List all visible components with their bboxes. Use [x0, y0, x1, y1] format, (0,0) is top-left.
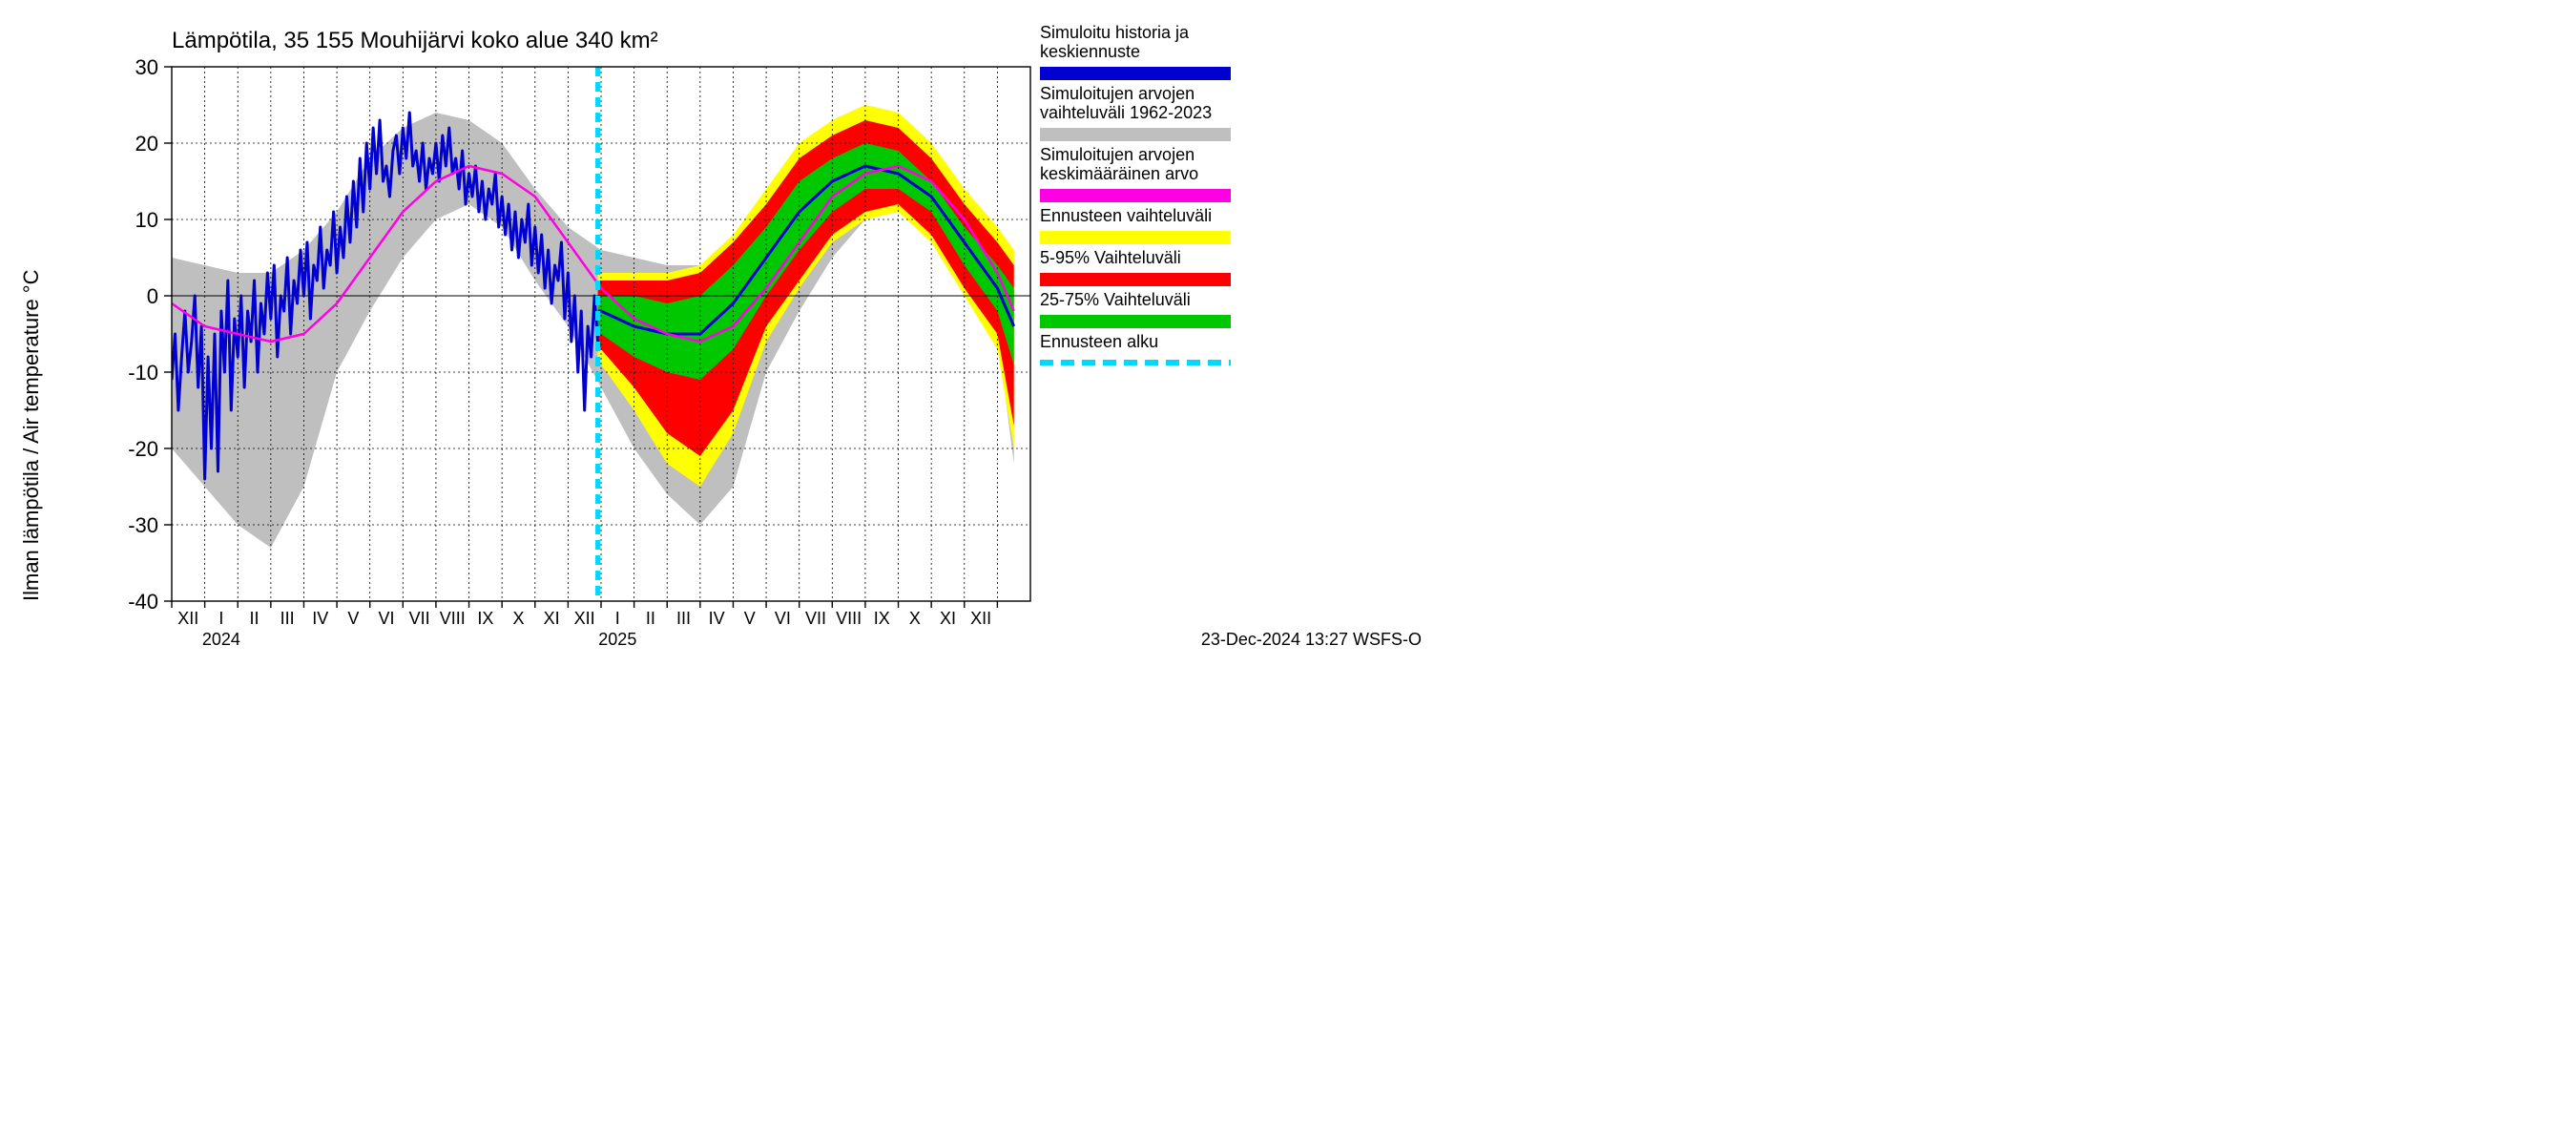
legend-label: Ennusteen vaihteluväli — [1040, 206, 1212, 225]
timestamp-label: 23-Dec-2024 13:27 WSFS-O — [1201, 630, 1422, 649]
legend-label: Ennusteen alku — [1040, 332, 1158, 351]
x-tick-label: VI — [775, 609, 791, 628]
x-tick-label: XI — [940, 609, 956, 628]
temperature-chart: -40-30-20-100102030XIIIIIIIIIVVVIVIIVIII… — [0, 0, 1431, 649]
year-label-2: 2025 — [598, 630, 636, 649]
legend-label: keskimääräinen arvo — [1040, 164, 1198, 183]
legend-label: 5-95% Vaihteluväli — [1040, 248, 1181, 267]
x-tick-label: VIII — [440, 609, 466, 628]
x-tick-label: I — [615, 609, 620, 628]
x-tick-label: III — [280, 609, 295, 628]
legend-label: vaihteluväli 1962-2023 — [1040, 103, 1212, 122]
x-tick-label: III — [676, 609, 691, 628]
x-tick-label: VII — [805, 609, 826, 628]
y-tick-label: -30 — [128, 513, 158, 537]
x-tick-label: VI — [378, 609, 394, 628]
chart-container: -40-30-20-100102030XIIIIIIIIIVVVIVIIVIII… — [0, 0, 1431, 649]
y-tick-label: -40 — [128, 590, 158, 614]
chart-title: Lämpötila, 35 155 Mouhijärvi koko alue 3… — [172, 28, 658, 53]
y-tick-label: 20 — [135, 132, 158, 156]
x-tick-label: VIII — [836, 609, 862, 628]
x-tick-label: V — [744, 609, 756, 628]
x-tick-label: X — [512, 609, 524, 628]
x-tick-label: IV — [312, 609, 328, 628]
x-tick-label: IX — [874, 609, 890, 628]
legend-swatch — [1040, 189, 1231, 202]
y-tick-label: 10 — [135, 208, 158, 232]
x-tick-label: VII — [409, 609, 430, 628]
x-tick-label: XI — [544, 609, 560, 628]
y-tick-label: 30 — [135, 55, 158, 79]
x-tick-label: XII — [574, 609, 595, 628]
legend-label: Simuloitu historia ja — [1040, 23, 1190, 42]
legend-label: keskiennuste — [1040, 42, 1140, 61]
y-tick-label: -10 — [128, 361, 158, 385]
x-tick-label: II — [250, 609, 260, 628]
legend-swatch — [1040, 231, 1231, 244]
legend-swatch — [1040, 273, 1231, 286]
y-tick-label: -20 — [128, 437, 158, 461]
x-tick-label: V — [347, 609, 359, 628]
x-tick-label: IV — [709, 609, 725, 628]
x-tick-label: I — [218, 609, 223, 628]
legend-label: Simuloitujen arvojen — [1040, 145, 1195, 164]
legend-label: Simuloitujen arvojen — [1040, 84, 1195, 103]
x-tick-label: XII — [970, 609, 991, 628]
x-tick-label: XII — [177, 609, 198, 628]
year-label-1: 2024 — [202, 630, 240, 649]
x-tick-label: IX — [477, 609, 493, 628]
y-axis-label: Ilman lämpötila / Air temperature °C — [19, 269, 43, 601]
y-tick-label: 0 — [147, 284, 158, 308]
legend-label: 25-75% Vaihteluväli — [1040, 290, 1191, 309]
legend-swatch — [1040, 67, 1231, 80]
legend-swatch — [1040, 315, 1231, 328]
legend-swatch — [1040, 128, 1231, 141]
x-tick-label: II — [646, 609, 655, 628]
x-tick-label: X — [909, 609, 921, 628]
